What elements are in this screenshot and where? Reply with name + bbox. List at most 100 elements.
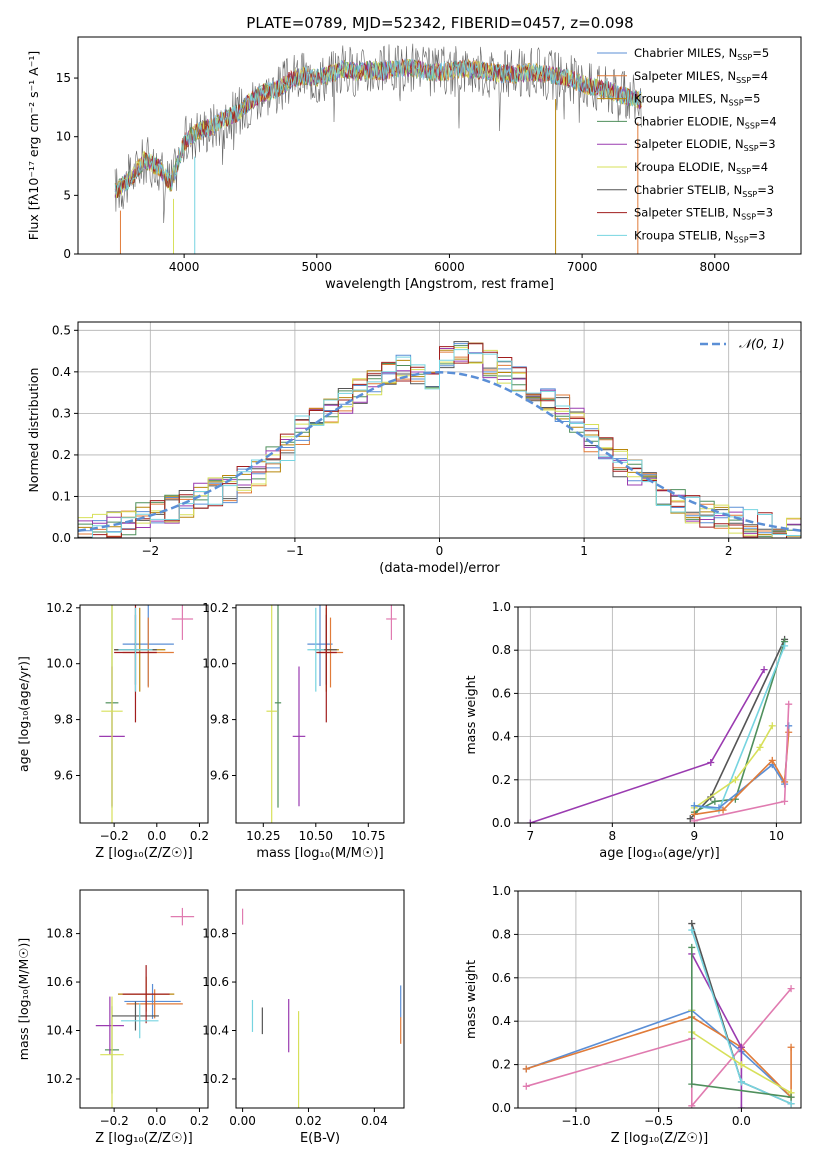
weight-marker-chabrier_miles [690, 802, 698, 810]
y-tick-label: 0.0 [492, 816, 511, 830]
weight-marker-salpeter_elodie [760, 666, 768, 674]
x-axis-label: wavelength [Angstrom, rest frame] [325, 277, 554, 292]
y-tick-label: 0.0 [492, 1101, 511, 1115]
y-tick-label: 0.6 [492, 686, 511, 700]
y-tick-label: 9.8 [54, 713, 73, 727]
x-tick-label: 5000 [302, 260, 333, 274]
weight-marker-pink [688, 1102, 696, 1108]
weight-line-salpeter_miles [694, 732, 790, 816]
axes-frame [79, 604, 209, 824]
x-tick-label: 0.2 [190, 1114, 209, 1128]
y-axis-label: Flux [fλ10⁻¹⁷ erg cm⁻² s⁻¹ A⁻¹] [26, 51, 41, 240]
y-tick-label: 0.8 [492, 927, 511, 941]
x-tick-label: 10.25 [246, 829, 280, 843]
y-tick-label: 9.6 [210, 768, 229, 782]
y-axis-label: mass weight [463, 675, 478, 754]
axes-frame [517, 890, 802, 1109]
y-tick-label: 9.8 [210, 713, 229, 727]
y-tick-label: 10.2 [46, 1072, 73, 1086]
panel-z-age: −0.2 0.0 0.2 9.6 9.8 10.0 10.2 Z [log₁₀(Z/Z☉)] a… [16, 601, 209, 861]
y-tick-label: 0.2 [52, 448, 71, 462]
x-axis-label: Z [log₁₀(Z/Z☉)] [95, 846, 192, 861]
x-axis-label: E(B-V) [300, 1131, 340, 1146]
histogram-step-kroupa_stelib [78, 349, 801, 538]
legend-label-normal: 𝒩(0, 1) [739, 336, 785, 351]
panel-spectrum: 4000 5000 6000 7000 8000 0 5 10 15 wavelength [An… [26, 36, 802, 292]
weight-marker-salpeter_miles [768, 756, 776, 764]
y-tick-label: 1.0 [492, 884, 511, 898]
y-axis-label: mass weight [463, 960, 478, 1039]
y-tick-label: 0.0 [52, 531, 71, 545]
x-tick-label: 8 [609, 829, 617, 843]
weight-marker-salpeter_miles [522, 1065, 530, 1073]
y-tick-label: 1.0 [492, 600, 511, 614]
x-tick-label: 10 [769, 829, 784, 843]
axes-frame [77, 36, 802, 255]
x-tick-label: 2 [725, 544, 733, 558]
weight-marker-kroupa_elodie [737, 1061, 745, 1069]
x-tick-label: −0.2 [100, 829, 129, 843]
y-tick-label: 10.0 [202, 657, 229, 671]
weight-marker-salpeter_miles [787, 1043, 795, 1051]
y-tick-label: 0.4 [52, 365, 71, 379]
weight-marker-kroupa_stelib [787, 1100, 795, 1108]
legend-label-chabrier_elodie: Chabrier ELODIE, NSSP=4 [634, 114, 777, 130]
weight-marker-chabrier_miles [785, 722, 793, 730]
weight-marker-kroupa_stelib [781, 642, 789, 650]
weight-marker-pink [781, 797, 789, 805]
weight-marker-kroupa_stelib [688, 926, 696, 934]
x-tick-label: −0.2 [100, 1114, 129, 1128]
x-tick-label: 9 [691, 829, 699, 843]
x-axis-label: mass [log₁₀(M/M☉)] [256, 846, 383, 861]
x-tick-label: 10.50 [299, 829, 333, 843]
plot-area-ebv-mass [241, 908, 402, 1108]
panel-mass-age: 10.25 10.50 10.75 9.6 9.8 10.0 10.2 mass [log₁₀… [202, 601, 405, 861]
x-tick-label: 0 [436, 544, 444, 558]
x-tick-label: 0.0 [147, 1114, 166, 1128]
weight-marker-chabrier_elodie [787, 1093, 795, 1101]
plot-area-mass-age [266, 605, 397, 823]
legend-label-salpeter_miles: Salpeter MILES, NSSP=4 [634, 69, 768, 85]
figure-title: PLATE=0789, MJD=52342, FIBERID=0457, z=0… [246, 14, 633, 32]
y-tick-label: 10.8 [202, 927, 229, 941]
y-tick-label: 0.1 [52, 489, 71, 503]
weight-marker-chabrier_elodie [688, 1080, 696, 1088]
x-tick-label: 7000 [567, 260, 598, 274]
y-tick-label: 0.4 [492, 1014, 511, 1028]
y-tick-label: 10 [56, 130, 71, 144]
weight-marker-salpeter_miles [785, 728, 793, 736]
y-axis-label: mass [log₁₀(M/M☉)] [16, 938, 31, 1060]
y-tick-label: 10.6 [46, 975, 73, 989]
x-tick-label: 0.00 [229, 1114, 256, 1128]
weight-marker-pink [785, 700, 793, 708]
x-tick-label: −1.0 [561, 1114, 590, 1128]
weight-line-kroupa_elodie [693, 725, 773, 809]
panel-z-weight: −1.0 −0.5 0.0 0.0 0.2 0.4 0.6 0.8 1.0 Z [log₁₀(Z/… [463, 884, 802, 1146]
axes-frame [235, 889, 405, 1109]
legend-label-chabrier_stelib: Chabrier STELIB, NSSP=3 [634, 183, 774, 199]
x-tick-label: 0.02 [295, 1114, 322, 1128]
legend-label-chabrier_miles: Chabrier MILES, NSSP=5 [634, 46, 769, 62]
y-tick-label: 10.8 [46, 927, 73, 941]
y-tick-label: 10.0 [46, 657, 73, 671]
weight-line-chabrier_miles [526, 1009, 792, 1098]
plot-area-histogram [78, 341, 801, 538]
weight-marker-kroupa_stelib [737, 1078, 745, 1086]
weight-marker-kroupa_elodie [756, 743, 764, 751]
weight-marker-kroupa_elodie [768, 722, 776, 730]
x-axis-label: Z [log₁₀(Z/Z☉)] [95, 1131, 192, 1146]
y-axis-label: age [log₁₀(age/yr)] [16, 656, 31, 772]
y-axis-label: Normed distribution [26, 368, 41, 493]
x-tick-label: 0.2 [190, 829, 209, 843]
x-axis-label: (data-model)/error [379, 561, 500, 576]
weight-marker-pink [787, 985, 795, 993]
weight-marker-chabrier_elodie [688, 943, 696, 951]
y-tick-label: 10.2 [202, 601, 229, 615]
x-tick-label: 0.0 [147, 829, 166, 843]
x-tick-label: −0.5 [644, 1114, 673, 1128]
y-tick-label: 0.6 [492, 971, 511, 985]
weight-marker-salpeter_elodie [707, 759, 715, 767]
y-tick-label: 0.5 [52, 323, 71, 337]
